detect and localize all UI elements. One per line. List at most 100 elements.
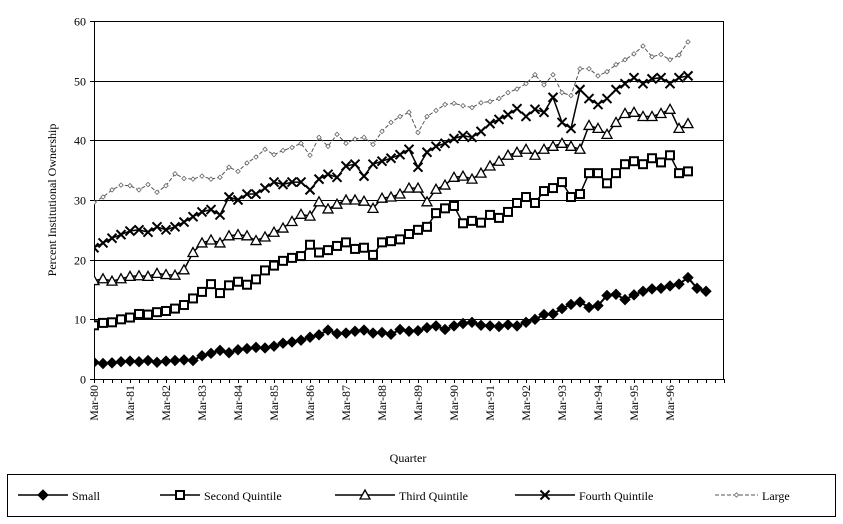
data-point [259,182,271,194]
data-point [124,355,136,367]
data-point [514,86,520,92]
data-point [361,134,367,141]
data-point [447,170,461,182]
data-point [276,221,290,233]
data-point [628,289,640,301]
data-point [676,52,682,58]
data-point [583,93,595,104]
data-point [186,246,200,258]
data-point [591,122,605,134]
x-tick-label: Mar-93 [555,385,569,421]
data-point [94,199,97,206]
data-point [181,175,187,182]
data-point [267,225,281,237]
data-point [448,320,460,332]
data-point [397,113,403,120]
x-tick-label: Mar-88 [375,385,389,421]
data-point [386,236,396,247]
data-point [555,136,569,148]
data-point [406,109,412,116]
data-point [493,320,505,333]
data-point [613,61,619,68]
data-point [654,107,668,119]
data-point [575,189,585,200]
x-tick-label: Mar-80 [87,385,101,421]
data-point [646,73,658,85]
data-point [287,252,297,263]
data-point [424,113,430,120]
data-point [586,65,592,72]
data-point [316,134,322,141]
x-tick-label: Mar-84 [231,385,245,421]
data-point [105,274,119,286]
data-point [367,327,379,339]
data-point [258,230,272,242]
data-point [433,107,439,114]
x-tick-label: Mar-90 [447,385,461,421]
y-tick-label: 0 [80,373,86,387]
data-point [529,104,541,115]
data-point [124,225,136,237]
data-point [376,326,388,339]
data-point [655,282,667,295]
x-tick-label: Mar-89 [411,385,425,421]
data-point [197,286,207,297]
data-point [501,148,515,160]
data-point [474,166,488,178]
data-point [592,299,604,312]
data-point [141,270,155,282]
legend-label: Large [762,489,790,503]
data-point [503,206,513,217]
data-point [136,187,142,193]
data-point [262,146,268,153]
data-point [170,303,180,314]
data-point [204,233,218,245]
data-point [379,128,385,135]
data-point [223,191,235,203]
y-tick-label: 30 [74,194,86,208]
data-point [187,211,199,222]
data-point [259,342,271,354]
data-point [618,107,632,119]
data-point [150,267,164,279]
data-point [584,168,594,179]
data-point [376,156,388,167]
data-point [133,224,145,236]
data-point [649,54,655,60]
data-point [94,320,99,331]
data-point [323,245,333,256]
data-point [217,174,223,181]
data-point [343,140,349,147]
legend-marker [37,489,49,501]
data-point [214,344,226,357]
data-point [583,301,595,314]
data-point [172,170,178,177]
data-point [413,224,423,235]
legend-marker [175,490,185,500]
data-point [322,169,334,180]
data-point [106,232,118,244]
data-point [190,176,196,182]
data-point [411,181,425,193]
data-point [483,159,497,171]
data-point [622,57,628,63]
data-point [440,203,450,214]
data-point [610,84,622,95]
data-point [546,139,560,151]
data-point [134,308,144,319]
data-point [595,73,601,79]
data-point [393,187,407,199]
data-point [557,177,567,188]
data-point [442,101,448,108]
data-point [547,308,559,320]
y-axis: 0 10 20 30 40 50 60 [74,15,94,387]
data-point [637,285,649,297]
data-point [665,150,675,161]
data-point [550,71,556,78]
data-point [349,158,361,170]
data-point [118,182,124,188]
data-point [682,271,694,284]
data-point [529,313,541,326]
data-point [682,70,694,82]
